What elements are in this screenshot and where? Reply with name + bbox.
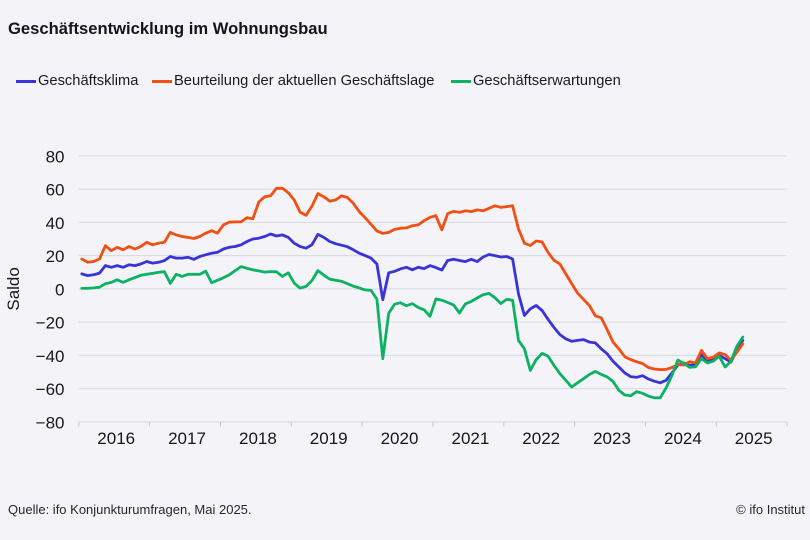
svg-text:2024: 2024 — [664, 429, 702, 448]
svg-text:2017: 2017 — [168, 429, 206, 448]
svg-text:2016: 2016 — [97, 429, 135, 448]
svg-text:2018: 2018 — [239, 429, 277, 448]
svg-text:−20: −20 — [36, 314, 65, 333]
svg-text:2023: 2023 — [593, 429, 631, 448]
svg-text:2021: 2021 — [451, 429, 489, 448]
svg-text:2019: 2019 — [310, 429, 348, 448]
svg-text:40: 40 — [46, 214, 65, 233]
svg-text:80: 80 — [46, 147, 65, 166]
svg-text:2025: 2025 — [735, 429, 773, 448]
svg-text:−60: −60 — [36, 380, 65, 399]
svg-text:60: 60 — [46, 181, 65, 200]
svg-text:20: 20 — [46, 247, 65, 266]
svg-text:Saldo: Saldo — [4, 267, 23, 310]
svg-text:2020: 2020 — [381, 429, 419, 448]
svg-text:2022: 2022 — [522, 429, 560, 448]
svg-text:0: 0 — [55, 280, 64, 299]
svg-text:−80: −80 — [36, 413, 65, 432]
svg-text:−40: −40 — [36, 347, 65, 366]
